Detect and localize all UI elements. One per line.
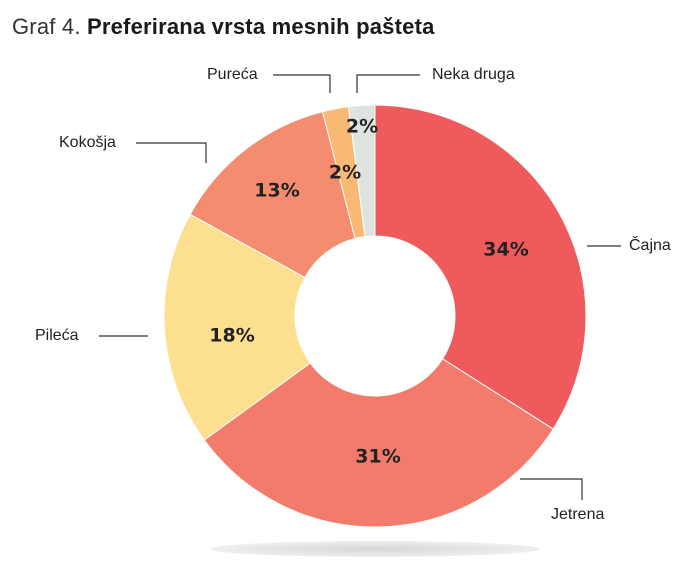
pct-label-neka-druga: 2% xyxy=(346,116,378,138)
pct-label-kokosja: 13% xyxy=(254,180,299,202)
pct-label-pureca: 2% xyxy=(329,162,361,184)
slice-jetrena xyxy=(203,358,554,528)
category-label-pureca: Pureća xyxy=(207,66,258,83)
leader-line-kokosja xyxy=(136,142,207,163)
slice-kokosja xyxy=(189,111,356,279)
slice-cajna xyxy=(374,104,587,430)
leader-line-jetrena xyxy=(520,478,583,500)
category-label-pileca: Pileća xyxy=(35,327,79,344)
chart-title-main: Preferirana vrsta mesnih pašteta xyxy=(86,14,435,39)
category-label-kokosja: Kokošja xyxy=(59,134,116,151)
pct-label-cajna: 34% xyxy=(483,239,528,261)
pct-label-jetrena: 31% xyxy=(355,446,400,468)
leader-line-pureca xyxy=(273,74,331,93)
chart-title: Graf 4. Preferirana vrsta mesnih pašteta xyxy=(12,14,435,40)
pct-label-pileca: 18% xyxy=(209,325,254,347)
slice-pileca xyxy=(163,213,311,441)
chart-shadow xyxy=(210,541,540,557)
slice-neka-druga xyxy=(347,104,376,238)
leader-line-neka-druga xyxy=(356,74,420,93)
category-label-cajna: Čajna xyxy=(629,235,671,254)
category-label-jetrena: Jetrena xyxy=(551,506,604,523)
category-label-neka-druga: Neka druga xyxy=(432,66,515,83)
chart-title-prefix: Graf 4. xyxy=(12,14,81,39)
